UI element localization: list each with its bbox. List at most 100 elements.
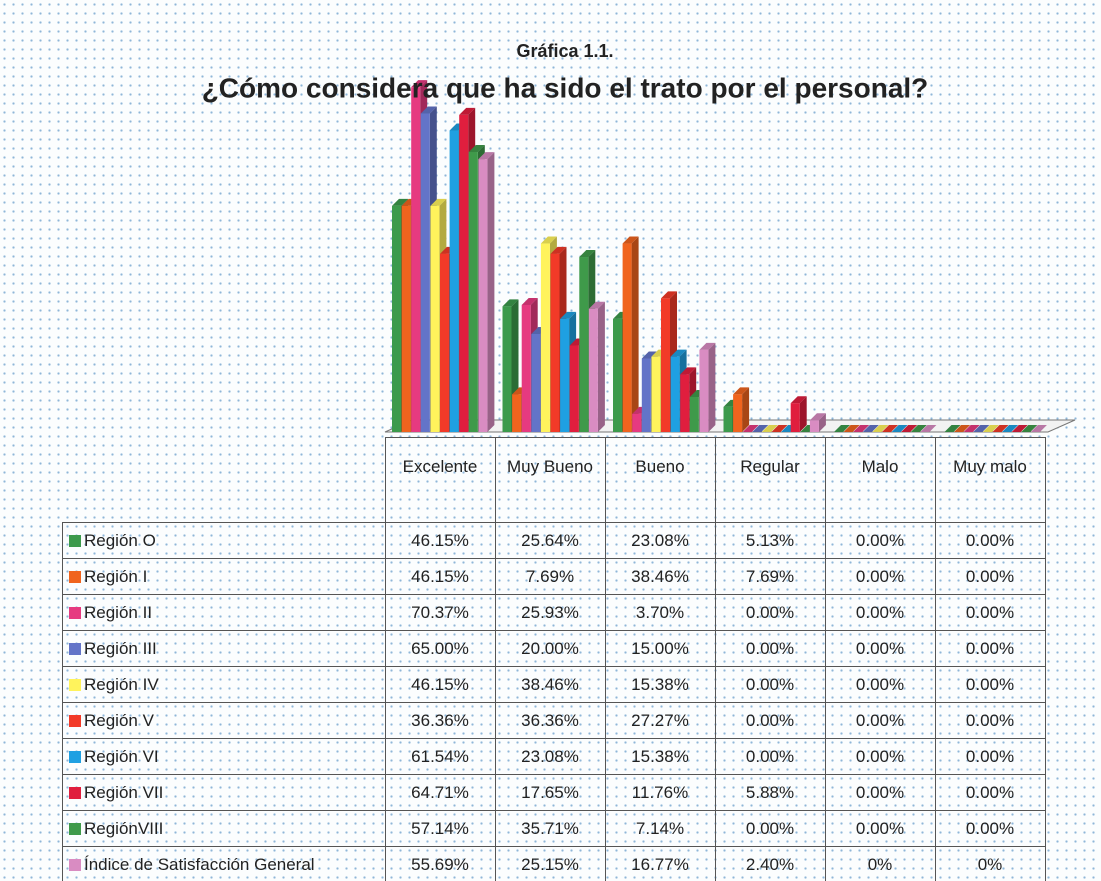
bar-top [742,425,759,432]
bar [641,358,651,432]
bar-top [521,297,538,305]
legend-label: Región O [84,530,156,550]
cell: 0.00% [824,810,936,847]
bar-top [641,351,658,359]
bar-top [920,425,937,432]
bar [680,374,690,432]
bar-top [502,299,519,307]
bars [392,80,1047,433]
table-row: Índice de Satisfacción General 55.69% 25.1… [62,846,1046,881]
table-row: Región IV 46.15% 38.46% 15.38% 0.00% 0.00% 0.0… [62,666,1046,703]
column-header: Bueno [604,437,716,523]
cell: 16.77% [604,846,716,881]
bar-top [550,246,567,254]
cell: 0.00% [714,810,826,847]
legend-swatch [69,750,81,763]
bar-top [680,367,697,375]
cell: 65.00% [384,630,496,667]
cell: 0% [824,846,936,881]
legend-swatch [69,858,81,871]
legend-label: Región V [84,710,154,730]
bar [651,356,661,432]
cell: 15.38% [604,666,716,703]
bar-top [661,291,677,299]
bar [550,253,560,432]
bar [411,87,421,432]
legend-swatch [69,534,81,547]
legend-label: Región IV [84,674,159,694]
bar-top [1002,425,1019,432]
row-label: Región V [62,702,386,739]
column-header: Muy malo [934,437,1046,523]
cell: 0.00% [934,774,1046,811]
cell: 36.36% [384,702,496,739]
cell: 46.15% [384,666,496,703]
table-row: Región III 65.00% 20.00% 15.00% 0.00% 0.00% 0.… [62,630,1046,667]
row-label: Región II [62,594,386,631]
legend-swatch [69,606,81,619]
bar [440,253,449,432]
bar-top [862,425,879,432]
bar-top [973,425,990,432]
cell: 23.08% [494,738,606,775]
cell: 0.00% [934,558,1046,595]
cell: 0.00% [824,702,936,739]
bar-top [588,301,605,309]
cell: 17.65% [494,774,606,811]
cell: 46.15% [384,558,496,595]
bar [512,394,522,432]
bar [468,152,478,433]
bar-top [579,250,596,258]
bar-side [631,236,639,432]
legend-label: RegiónVIII [84,818,164,838]
table-row: Región O 46.15% 25.64% 23.08% 5.13% 0.00% 0.00… [62,522,1046,559]
bar [588,308,598,432]
bar-side [799,396,807,432]
table-row: Región VI 61.54% 23.08% 15.38% 0.00% 0.00% 0.0… [62,738,1046,775]
bar [579,257,589,432]
bar-top [872,425,889,432]
cell: 0.00% [824,594,936,631]
bar-top [733,387,750,395]
cell: 20.00% [494,630,606,667]
bar [632,413,642,432]
bar [420,113,430,432]
cell: 70.37% [384,594,496,631]
bar [723,406,733,432]
bar-top [843,425,860,432]
bar-top [1011,425,1028,432]
row-label: RegiónVIII [62,810,386,847]
row-label: Región O [62,522,386,559]
cell: 36.36% [494,702,606,739]
cell: 38.46% [604,558,716,595]
bar-top [540,236,557,244]
cell: 7.69% [494,558,606,595]
bar-top [982,425,999,432]
bar-top [944,425,961,432]
bar [670,356,680,432]
cell: 0.00% [714,702,826,739]
cell: 27.27% [604,702,716,739]
cell: 11.76% [604,774,716,811]
cell: 0.00% [934,522,1046,559]
bar-top [752,425,769,432]
bar [790,403,800,432]
bar [689,397,699,432]
bar-side [487,152,495,432]
cell: 61.54% [384,738,496,775]
cell: 0.00% [824,558,936,595]
bar [521,304,531,432]
bar-top [420,106,437,114]
legend-swatch [69,678,81,691]
legend-swatch [69,822,81,835]
bar-top [560,311,577,319]
cell: 55.69% [384,846,496,881]
bar [531,334,541,432]
cell: 64.71% [384,774,496,811]
cell: 0.00% [824,666,936,703]
cell: 38.46% [494,666,606,703]
bar [392,205,401,432]
bar-top [699,342,716,350]
bar-top [992,425,1009,432]
